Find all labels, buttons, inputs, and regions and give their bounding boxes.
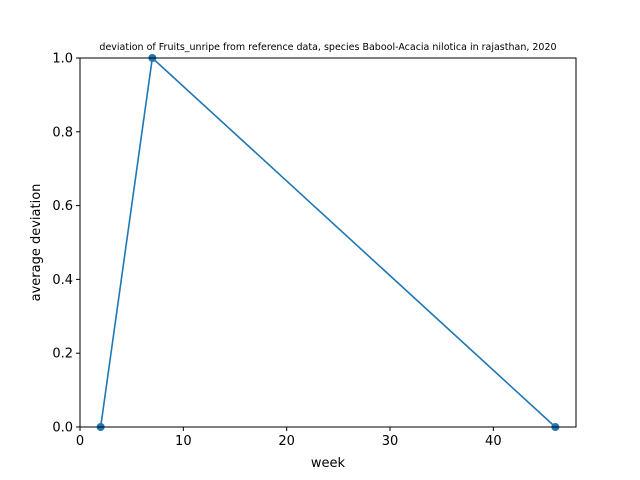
y-tick-label: 0.4 <box>52 273 73 288</box>
series-line <box>99 56 556 428</box>
plot-frame <box>79 57 577 428</box>
x-tick-label: 30 <box>382 434 399 449</box>
y-tick-label: 1.0 <box>52 52 73 67</box>
chart-title: deviation of Fruits_unripe from referenc… <box>99 42 556 53</box>
x-tick-label: 20 <box>278 434 295 449</box>
x-axis: 0 10 20 30 40 <box>76 427 502 449</box>
plot-series <box>96 54 560 431</box>
x-axis-label: week <box>311 456 346 471</box>
y-tick-label: 0.2 <box>52 347 73 362</box>
y-tick-label: 0.6 <box>52 199 73 214</box>
x-tick-label: 10 <box>175 434 192 449</box>
y-axis-label: average deviation <box>29 184 44 302</box>
x-tick-label: 0 <box>76 434 84 449</box>
y-tick-label: 0.8 <box>52 125 73 140</box>
y-tick-label: 0.0 <box>52 421 73 436</box>
x-tick-label: 40 <box>485 434 502 449</box>
y-axis: 0.0 0.2 0.4 0.6 0.8 1.0 <box>52 52 80 436</box>
